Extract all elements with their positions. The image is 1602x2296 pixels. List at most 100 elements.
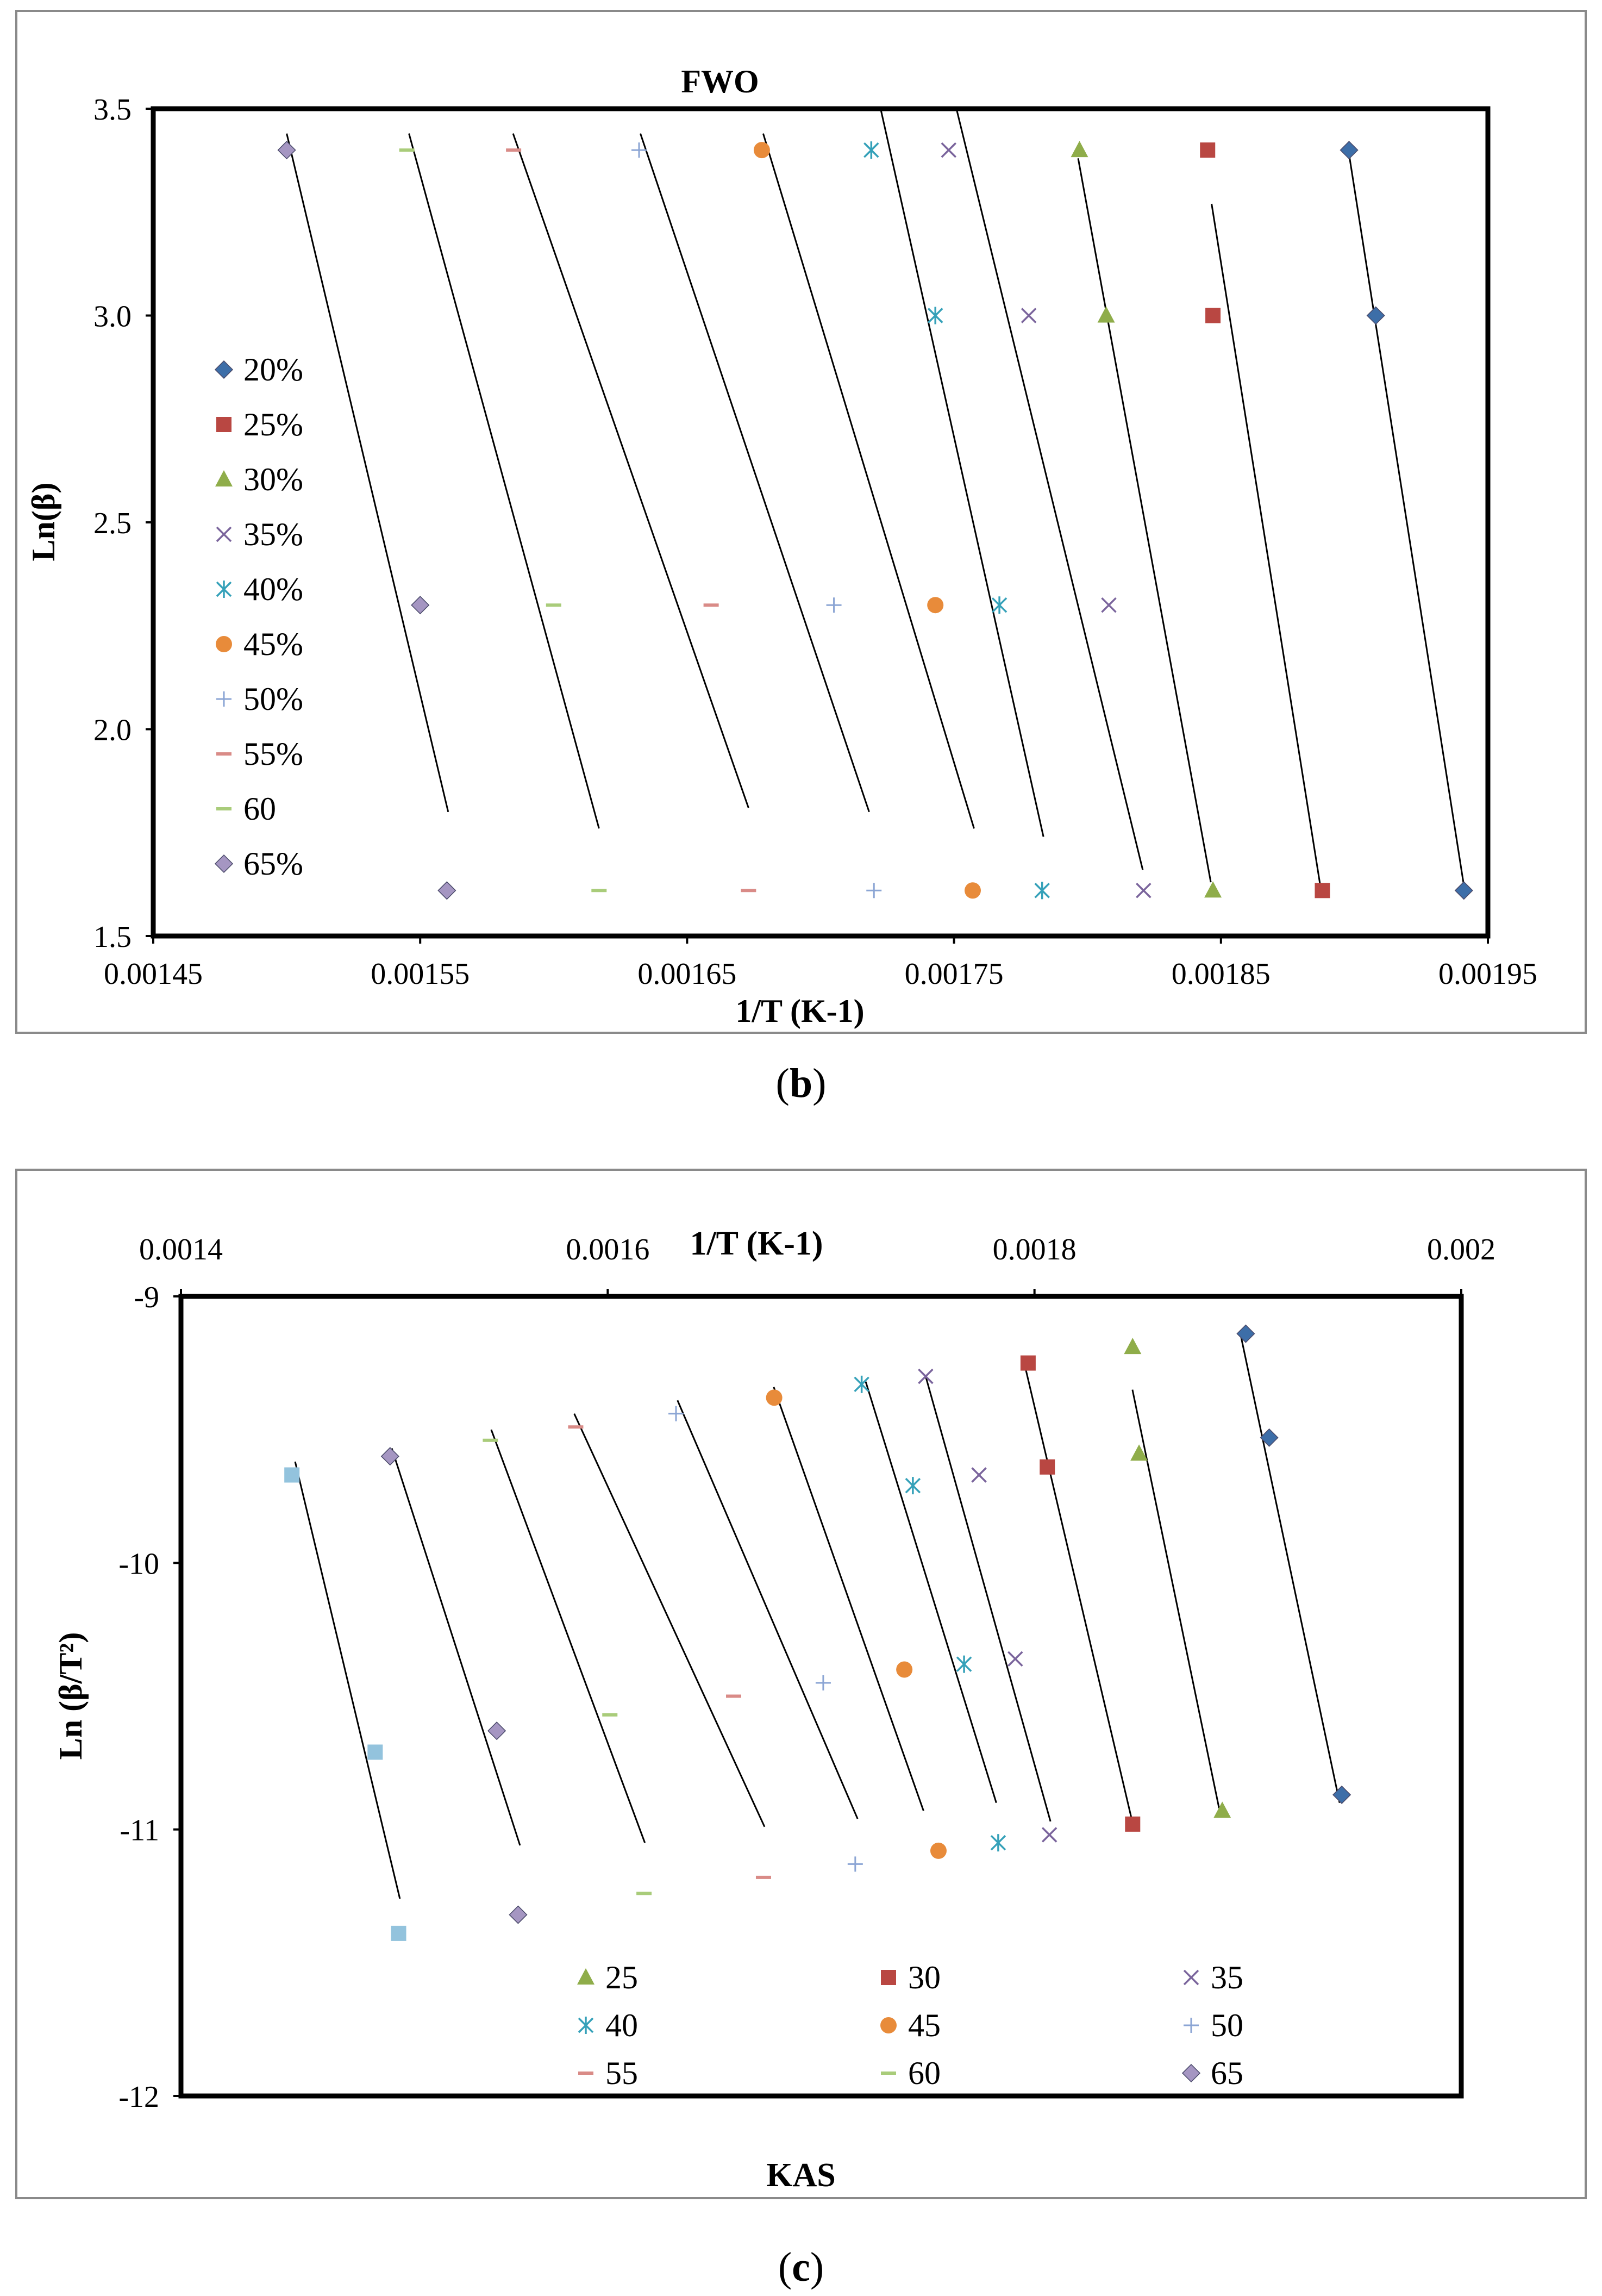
legend-label: 35% — [243, 516, 303, 552]
x-tick-label: 0.00155 — [371, 957, 470, 991]
legend-item-35[interactable]: 35 — [1183, 1960, 1243, 1995]
marker-triangle — [215, 470, 233, 486]
legend-item-30pct[interactable]: 30% — [215, 461, 303, 497]
panel-c-letter: c — [792, 2244, 810, 2290]
data-point-series-9-2 — [437, 881, 456, 900]
marker-diamond — [1454, 881, 1473, 900]
data-point-series-0-0 — [1236, 1324, 1255, 1343]
legend-item-40pct[interactable]: 40% — [216, 571, 303, 607]
legend-label: 40% — [243, 571, 303, 607]
legend-item-45[interactable]: 45 — [880, 2007, 941, 2043]
fit-line-series-2 — [1024, 1365, 1134, 1825]
legend-item-65[interactable]: 65 — [1181, 2055, 1243, 2091]
fit-line-series-1 — [1211, 203, 1322, 891]
x-tick-label: 0.002 — [1427, 1233, 1495, 1266]
data-point-series-1-1 — [1205, 308, 1221, 323]
marker-square — [1315, 883, 1330, 899]
legend-item-60[interactable]: 60 — [881, 2055, 941, 2091]
data-point-series-6-2 — [847, 1856, 863, 1872]
chart-b-ylabel: Ln(β) — [26, 483, 61, 561]
fit-line-series-3 — [955, 108, 1144, 870]
data-point-series-0-2 — [1454, 881, 1473, 900]
marker-circle — [896, 1661, 913, 1678]
data-point-series-5-0 — [766, 1389, 783, 1406]
data-point-series-9-0 — [380, 1447, 399, 1466]
legend-item-40[interactable]: 40 — [578, 2007, 638, 2043]
data-point-series-1-2 — [1213, 1801, 1231, 1818]
legend-item-45pct[interactable]: 45% — [216, 626, 303, 662]
legend-label: 65 — [1211, 2055, 1243, 2091]
marker-triangle — [1213, 1801, 1231, 1818]
legend-label: 55% — [243, 736, 303, 772]
chart-c-legend[interactable]: 25 30 35 40 45 50 55 60 65 — [577, 1960, 1243, 2091]
data-point-series-4-0 — [863, 141, 879, 159]
data-point-series-3-1 — [1021, 308, 1037, 323]
legend-item-30[interactable]: 30 — [881, 1960, 941, 1995]
legend-item-60[interactable]: 60 — [216, 791, 276, 827]
legend-item-20pct[interactable]: 20% — [214, 352, 303, 388]
x-tick-label: 0.00185 — [1172, 957, 1271, 991]
marker-square — [367, 1744, 383, 1760]
data-point-series-4-1 — [927, 307, 943, 325]
legend-label: 55 — [605, 2055, 638, 2091]
chart-b-points — [277, 141, 1473, 900]
legend-label: 45% — [243, 626, 303, 662]
data-point-series-4-0 — [854, 1375, 869, 1393]
data-point-series-4-3 — [1034, 882, 1050, 900]
data-point-series-9-0 — [277, 141, 296, 160]
chart-b-legend[interactable]: 20% 25% 30% 35% 40% 45% 50% 55% 60 65% — [214, 352, 303, 882]
legend-item-65pct[interactable]: 65% — [214, 846, 303, 882]
chart-c-plot-area — [178, 1294, 1464, 2099]
legend-marker — [1181, 2063, 1201, 2083]
marker-x-stroke — [1021, 308, 1037, 323]
marker-x-stroke — [941, 142, 957, 158]
legend-item-25pct[interactable]: 25% — [216, 407, 303, 442]
data-point-series-3-2 — [1101, 597, 1117, 613]
fit-line-series-9 — [286, 133, 449, 813]
marker-circle — [964, 882, 981, 899]
data-point-series-9-2 — [509, 1905, 528, 1924]
y-tick-label: 2.0 — [93, 714, 132, 747]
legend-item-50pct[interactable]: 50% — [216, 681, 303, 717]
x-tick-label: 0.0018 — [993, 1233, 1077, 1266]
marker-diamond — [1260, 1428, 1279, 1447]
marker-circle — [216, 636, 232, 652]
legend-marker — [881, 1970, 896, 1985]
marker-x-stroke — [918, 1368, 934, 1384]
data-point-series-3-0 — [918, 1368, 934, 1384]
data-point-series-2-0 — [1071, 141, 1088, 158]
marker-diamond — [1332, 1785, 1351, 1804]
legend-item-55pct[interactable]: 55% — [216, 736, 303, 772]
data-point-series-3-2 — [1007, 1651, 1023, 1667]
legend-label: 65% — [243, 846, 303, 882]
legend-item-35pct[interactable]: 35% — [216, 516, 303, 552]
marker-square — [216, 417, 231, 432]
chart-c-ticks: 0.0014 0.0016 0.0018 0.002 -9 -10 -11 -12 — [118, 1233, 1495, 2114]
marker-square — [881, 1970, 896, 1985]
x-tick-label: 0.00165 — [637, 957, 736, 991]
marker-triangle — [1124, 1338, 1142, 1355]
legend-marker — [578, 2017, 594, 2034]
chart-c-xlabel: 1/T (K-1) — [690, 1225, 823, 1262]
marker-diamond — [214, 854, 234, 874]
y-tick-label: 3.5 — [93, 93, 132, 127]
legend-item-50[interactable]: 50 — [1184, 2007, 1243, 2043]
legend-marker — [216, 691, 231, 707]
marker-x-stroke — [1041, 1827, 1057, 1843]
marker-diamond — [1181, 2063, 1201, 2083]
fit-line-series-2 — [1077, 158, 1212, 883]
fit-line-series-8 — [408, 133, 600, 829]
marker-circle — [753, 142, 770, 159]
chart-c-ylabel: Ln (β/T²) — [53, 1632, 89, 1760]
data-point-series-6-0 — [668, 1406, 684, 1421]
chart-b-plot-area — [151, 106, 1491, 939]
data-point-series-10-2 — [391, 1925, 406, 1941]
chart-b-xlabel: 1/T (K-1) — [735, 993, 864, 1029]
data-point-series-5-2 — [964, 882, 981, 899]
y-tick-label: 3.0 — [93, 300, 132, 334]
data-point-series-2-0 — [1020, 1355, 1036, 1371]
chart-c-points — [284, 1324, 1351, 1941]
marker-diamond — [380, 1447, 399, 1466]
legend-item-25[interactable]: 25 — [577, 1960, 638, 1995]
legend-item-55[interactable]: 55 — [578, 2055, 638, 2091]
